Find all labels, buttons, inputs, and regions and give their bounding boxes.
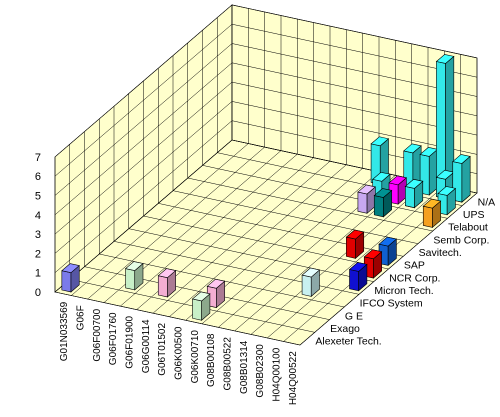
x-category-label: G06F00700 bbox=[92, 308, 103, 361]
x-category-label: G06K00500 bbox=[174, 326, 185, 380]
floor-grid-y bbox=[172, 190, 419, 244]
bar-top-face bbox=[388, 175, 408, 186]
bar-front-face bbox=[405, 186, 415, 209]
bar-front-face bbox=[422, 205, 433, 228]
bar-top-face bbox=[370, 136, 390, 147]
bar-top-face bbox=[372, 171, 391, 182]
x-category-label: G06F bbox=[76, 305, 87, 330]
z-tick-label: 3 bbox=[35, 229, 41, 241]
bar-front-face bbox=[125, 268, 136, 291]
x-category-label: G08B01314 bbox=[239, 340, 250, 394]
bar-top-face bbox=[378, 236, 398, 247]
leftwall-grid-z bbox=[54, 120, 233, 273]
bar-front-face bbox=[373, 195, 384, 218]
leftwall-grid-z bbox=[54, 101, 233, 254]
bar-top-face bbox=[157, 268, 177, 278]
y-category-label: Exago bbox=[330, 323, 360, 335]
bar-top-face bbox=[452, 154, 471, 164]
x-category-label: G08B02300 bbox=[255, 344, 266, 398]
bar-top-face bbox=[206, 278, 226, 289]
floor-grid-y bbox=[143, 215, 389, 270]
bar-top-face bbox=[422, 198, 442, 209]
z-tick-label: 4 bbox=[35, 210, 41, 222]
y-category-label: IFCO System bbox=[360, 298, 423, 310]
leftwall-grid-z bbox=[54, 4, 233, 158]
z-tick-label: 5 bbox=[35, 191, 41, 203]
y-category-label: UPS bbox=[463, 209, 485, 221]
backwall-grid-z bbox=[231, 4, 478, 59]
x-category-label: G06F01760 bbox=[108, 312, 119, 365]
z-tick-label: 6 bbox=[35, 171, 41, 183]
bar-top-face bbox=[373, 188, 393, 198]
bar-top-face bbox=[437, 186, 457, 196]
bar-top-face bbox=[404, 179, 424, 189]
leftwall-grid-z bbox=[54, 24, 233, 177]
leftwall-grid-z bbox=[54, 43, 233, 196]
bar-top-face bbox=[124, 261, 144, 271]
bar-front-face bbox=[301, 274, 312, 297]
bar-front-face bbox=[346, 236, 356, 259]
x-category-label: G08B00522 bbox=[223, 337, 234, 391]
z-tick-label: 1 bbox=[35, 268, 41, 280]
floor-grid-y bbox=[54, 291, 301, 346]
y-category-label: NCR Corp. bbox=[389, 272, 440, 284]
x-category-label: G06T01502 bbox=[157, 323, 168, 376]
z-tick-label: 7 bbox=[35, 152, 41, 164]
bar-top-face bbox=[301, 267, 321, 278]
x-category-label: H04Q00100 bbox=[272, 347, 283, 401]
bar-top-face bbox=[357, 184, 376, 195]
bar-top-face bbox=[403, 143, 422, 154]
x-category-label: G01N033569 bbox=[59, 301, 70, 361]
leftwall-grid-z bbox=[54, 81, 233, 235]
y-category-label: Savitech. bbox=[419, 247, 462, 259]
y-category-label: G E bbox=[345, 310, 363, 322]
x-category-label: G06G00114 bbox=[141, 319, 152, 373]
y-category-label: SAP bbox=[404, 260, 425, 272]
bar-top-face bbox=[61, 263, 80, 273]
bar-front-face bbox=[192, 298, 202, 321]
bar-side-face bbox=[461, 155, 471, 203]
y-category-label: Semb Corp. bbox=[433, 234, 489, 246]
z-tick-label: 0 bbox=[35, 287, 41, 299]
y-category-label: Micron Tech. bbox=[374, 285, 433, 297]
leftwall-grid-z bbox=[54, 139, 233, 293]
bar-front-face bbox=[157, 275, 168, 298]
bar-top-face bbox=[348, 262, 368, 272]
floor-grid-y bbox=[202, 165, 448, 219]
y-category-label: Telabout bbox=[448, 222, 488, 234]
y-category-label: Alexeter Tech. bbox=[315, 336, 381, 348]
bar-front-face bbox=[61, 270, 72, 293]
floor-grid-y bbox=[128, 228, 374, 282]
bar-top-face bbox=[363, 249, 383, 260]
x-category-label: G08B00108 bbox=[206, 333, 217, 387]
floor-grid-y bbox=[187, 177, 433, 232]
z-tick-label: 2 bbox=[35, 248, 41, 260]
bar-top-face bbox=[435, 54, 455, 64]
leftwall-grid-z bbox=[54, 62, 233, 215]
x-category-label: G06K00710 bbox=[190, 330, 201, 384]
bar-top-face bbox=[191, 291, 211, 302]
bar-top-face bbox=[345, 229, 365, 240]
x-category-label: G06F01900 bbox=[125, 315, 136, 368]
y-category-label: N/A bbox=[478, 196, 496, 208]
x-category-label: H04Q00522 bbox=[288, 351, 299, 405]
bar-front-face bbox=[349, 269, 359, 292]
bar-front-face bbox=[357, 191, 368, 214]
